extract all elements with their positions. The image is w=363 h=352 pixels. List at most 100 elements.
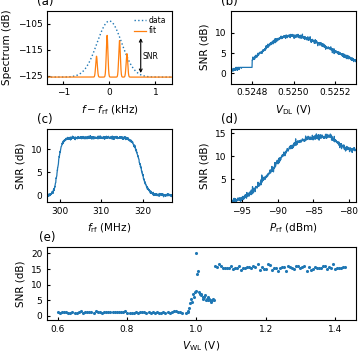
fit [45,75,49,79]
Point [265,262,271,267]
Point [169,310,175,315]
data [170,75,174,79]
Point [86,309,92,315]
Point [298,265,303,271]
Point [214,264,220,270]
Point [179,310,185,315]
Point [68,310,73,316]
Point [167,310,173,316]
Point [230,266,236,271]
Point [118,309,124,314]
Point [250,263,256,269]
Line: data: data [47,21,172,77]
Point [310,266,315,272]
Point [101,310,107,315]
Point [195,268,201,274]
Point [114,309,120,315]
Point [332,266,338,271]
Point [218,263,224,269]
Point [82,309,88,315]
Point [146,309,151,314]
Point [112,309,118,315]
Point [196,290,201,295]
Point [324,266,330,271]
Point [84,309,90,314]
Point [312,264,318,270]
Legend: data, fit: data, fit [133,14,168,37]
Point [269,268,275,273]
Point [289,265,295,270]
Point [240,265,246,271]
Point [150,309,156,315]
Point [211,297,216,303]
Point [224,265,230,271]
data [166,75,170,79]
Point [338,265,344,271]
Point [133,309,139,314]
Point [246,264,252,270]
Point [163,310,168,316]
Point [125,310,130,315]
Point [234,265,240,271]
Point [191,294,197,300]
Point [198,293,204,298]
X-axis label: $V_{\rm DL}$ (V): $V_{\rm DL}$ (V) [275,103,312,117]
Point [137,309,143,315]
Point [299,264,305,270]
Text: SNR: SNR [143,52,159,61]
Point [263,266,269,271]
Point [143,310,149,316]
Point [306,264,311,270]
Point [202,293,208,298]
Point [212,263,217,269]
Point [228,263,234,269]
Point [193,288,199,294]
Point [320,263,326,269]
data [51,75,56,79]
Point [277,265,283,270]
Point [236,263,242,269]
Point [316,265,322,271]
Point [171,309,177,314]
Point [281,264,287,270]
Point [209,297,215,303]
fit [166,75,170,79]
Point [200,294,205,300]
Point [194,271,200,277]
Point [273,265,279,270]
Point [190,291,196,297]
Point [178,309,183,314]
Point [65,310,71,315]
X-axis label: $V_{\rm WL}$ (V): $V_{\rm WL}$ (V) [182,340,221,352]
Point [244,264,250,270]
data [45,75,49,79]
fit [102,75,107,79]
Point [187,300,193,306]
Point [242,265,248,270]
Point [318,265,324,271]
Point [342,264,348,270]
Point [122,309,128,314]
Point [208,299,214,304]
Point [156,310,162,315]
Point [293,264,299,269]
Point [139,309,145,315]
X-axis label: $P_{\rm rf}$ (dBm): $P_{\rm rf}$ (dBm) [269,221,318,235]
Point [201,294,207,300]
X-axis label: $f_{\rm rf}$ (MHz): $f_{\rm rf}$ (MHz) [87,221,131,235]
data [107,19,111,23]
X-axis label: $f - f_{\rm rf}$ (kHz): $f - f_{\rm rf}$ (kHz) [81,103,138,117]
Point [158,310,164,316]
Point [61,309,67,315]
Point [205,294,211,300]
Point [336,265,342,271]
Point [204,296,209,301]
Point [210,296,216,301]
Point [254,261,260,266]
Point [76,309,82,315]
Point [89,309,94,315]
Point [187,305,192,311]
Point [131,310,136,316]
Point [340,264,346,270]
Y-axis label: SNR (dB): SNR (dB) [15,260,25,307]
